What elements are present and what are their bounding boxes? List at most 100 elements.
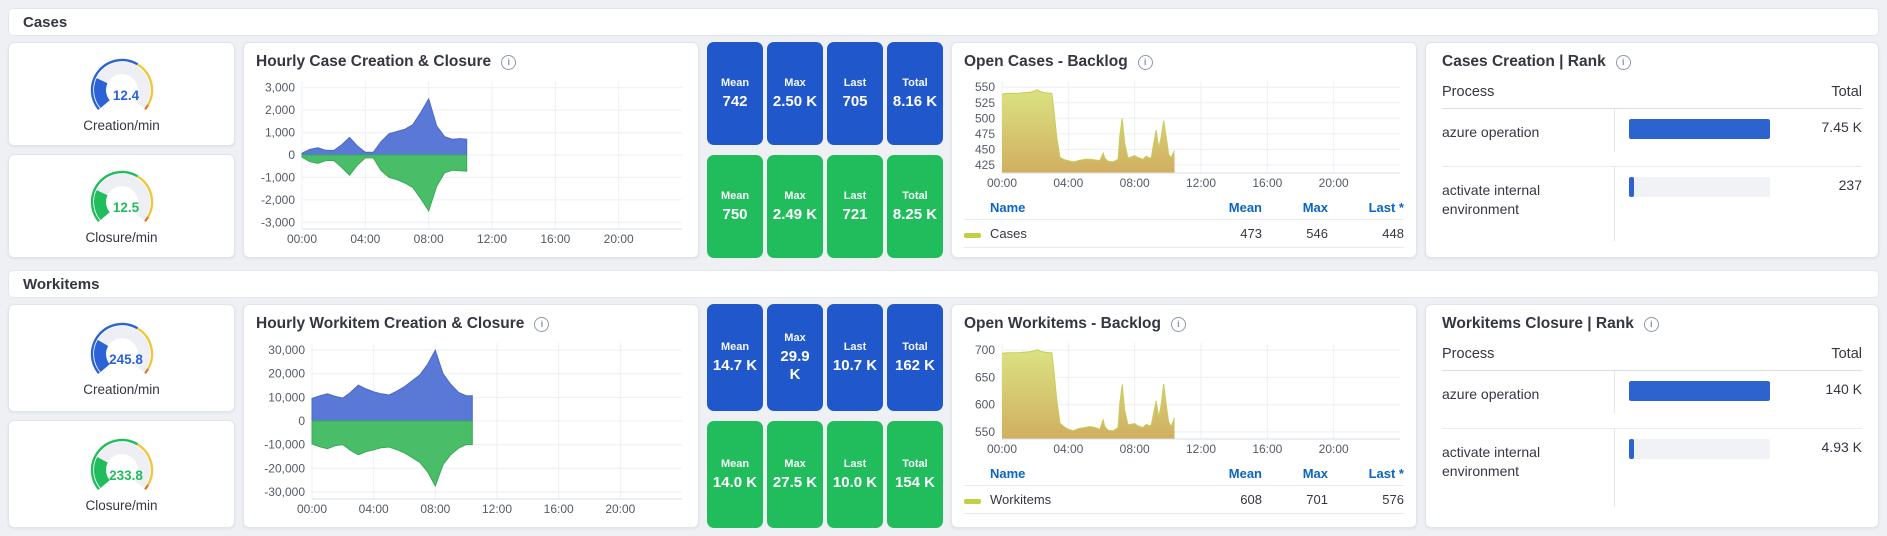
svg-text:0: 0 xyxy=(288,148,295,162)
legend-data-row: Workitems 608 701 576 xyxy=(964,485,1404,514)
cases-stat-tiles: Mean 742 Max 2.50 K Last 705 Total 8.16 … xyxy=(707,42,943,258)
info-icon[interactable]: i xyxy=(534,316,550,332)
process-name: azure operation xyxy=(1442,386,1540,402)
panel-hourly-workitems: Hourly Workitem Creation & Closure i 30,… xyxy=(243,304,699,528)
series-swatch xyxy=(964,233,981,238)
series-name: Workitems xyxy=(990,492,1052,507)
rank-header-row: Process Total xyxy=(1442,75,1862,109)
svg-text:00:00: 00:00 xyxy=(287,232,317,246)
workitems-row: 245.8 Creation/min 233.8 Closure/min Hou… xyxy=(8,304,1879,528)
hourly-workitems-chart[interactable]: 30,000 20,000 10,000 0 -10,000 -20,000 -30,000… xyxy=(256,337,686,517)
svg-text:12:00: 12:00 xyxy=(482,502,512,516)
svg-text:12.5: 12.5 xyxy=(112,200,139,215)
svg-text:3,000: 3,000 xyxy=(265,81,295,95)
svg-text:04:00: 04:00 xyxy=(1053,442,1083,456)
svg-text:0: 0 xyxy=(298,414,305,428)
rank-bar xyxy=(1629,438,1634,459)
rank-bar-track xyxy=(1629,438,1770,459)
info-icon[interactable]: i xyxy=(1137,54,1153,70)
section-header-workitems[interactable]: Workitems xyxy=(8,270,1879,298)
svg-text:16:00: 16:00 xyxy=(540,232,570,246)
stat-tile-creation-mean: Mean 742 xyxy=(707,42,763,145)
svg-text:700: 700 xyxy=(975,343,995,357)
legend-data-row: Cases 473 546 448 xyxy=(964,219,1404,248)
rank-bar xyxy=(1629,176,1634,197)
svg-text:2,000: 2,000 xyxy=(265,103,295,117)
section-header-cases[interactable]: Cases xyxy=(8,8,1879,36)
series-max: 546 xyxy=(1306,226,1328,241)
section-title-cases: Cases xyxy=(23,13,68,31)
cases-creation-gauge: 12.4 xyxy=(90,58,153,110)
panel-title: Hourly Workitem Creation & Closure i xyxy=(256,315,686,333)
svg-text:12:00: 12:00 xyxy=(477,232,507,246)
svg-text:550: 550 xyxy=(975,425,995,439)
open-workitems-backlog-chart[interactable]: 550 600 650 700 00:00 04:00 08:00 12:00 16:00 20:… xyxy=(964,337,1404,457)
panel-title-text: Hourly Case Creation & Closure xyxy=(256,53,492,70)
panel-title: Open Cases - Backlog i xyxy=(964,53,1404,71)
svg-text:00:00: 00:00 xyxy=(987,176,1017,190)
rank-total-value: 237 xyxy=(1838,176,1862,193)
col-total: Total xyxy=(1831,84,1862,100)
stat-tile-creation-last: Last 10.7 K xyxy=(827,304,883,411)
svg-text:16:00: 16:00 xyxy=(1252,442,1282,456)
panel-title-text: Hourly Workitem Creation & Closure xyxy=(256,315,525,332)
svg-text:08:00: 08:00 xyxy=(1120,442,1150,456)
cases-row: 12.4 Creation/min 12.5 Closure/min Hourl… xyxy=(8,42,1879,258)
series-mean: 473 xyxy=(1240,226,1262,241)
panel-hourly-cases: Hourly Case Creation & Closure i 3,000 2,… xyxy=(243,42,699,258)
backlog-legend-table: Name Mean Max Last * Workitems 608 701 5… xyxy=(964,463,1404,514)
gauge-label: Creation/min xyxy=(83,381,160,397)
svg-text:00:00: 00:00 xyxy=(987,442,1017,456)
workitems-stat-tiles: Mean 14.7 K Max 29.9 K Last 10.7 K Total… xyxy=(707,304,943,528)
stat-tile-creation-max: Max 2.50 K xyxy=(767,42,823,145)
legend-header-row: Name Mean Max Last * xyxy=(964,463,1404,485)
stat-tile-closure-total: Total 8.25 K xyxy=(887,155,943,258)
svg-text:-20,000: -20,000 xyxy=(264,461,305,475)
svg-text:12:00: 12:00 xyxy=(1186,176,1216,190)
panel-title-text: Open Workitems - Backlog xyxy=(964,315,1161,332)
col-total: Total xyxy=(1831,346,1862,362)
panel-cases-creation-gauge: 12.4 Creation/min xyxy=(8,42,235,146)
rank-bar-track xyxy=(1629,381,1770,401)
col-name[interactable]: Name xyxy=(990,200,1026,215)
series-mean: 608 xyxy=(1240,492,1262,507)
svg-text:04:00: 04:00 xyxy=(1053,176,1083,190)
svg-text:450: 450 xyxy=(975,142,995,156)
info-icon[interactable]: i xyxy=(1170,316,1186,332)
svg-text:425: 425 xyxy=(975,158,995,172)
info-icon[interactable]: i xyxy=(501,54,517,70)
col-process: Process xyxy=(1442,84,1495,100)
rank-bar-track xyxy=(1629,119,1770,139)
rank-row: activate internal environment 4.93 K xyxy=(1442,428,1862,507)
svg-text:04:00: 04:00 xyxy=(350,232,380,246)
svg-text:08:00: 08:00 xyxy=(414,232,444,246)
rank-bar xyxy=(1629,381,1770,401)
info-icon[interactable]: i xyxy=(1643,316,1659,332)
hourly-cases-chart[interactable]: 3,000 2,000 1,000 0 -1,000 -2,000 -3,000 00:00 0… xyxy=(256,75,686,247)
svg-text:20:00: 20:00 xyxy=(604,232,634,246)
col-mean[interactable]: Mean xyxy=(1228,466,1262,481)
col-mean[interactable]: Mean xyxy=(1228,200,1262,215)
rank-total-value: 4.93 K xyxy=(1821,438,1862,455)
col-max[interactable]: Max xyxy=(1302,466,1328,481)
panel-workitems-closure-rank: Workitems Closure | Rank i Process Total… xyxy=(1425,304,1879,528)
panel-open-workitems-backlog: Open Workitems - Backlog i 550 600 650 700 0… xyxy=(951,304,1417,528)
svg-text:20:00: 20:00 xyxy=(1319,176,1349,190)
svg-text:20:00: 20:00 xyxy=(1319,442,1349,456)
col-max[interactable]: Max xyxy=(1302,200,1328,215)
stat-tile-closure-last: Last 721 xyxy=(827,155,883,258)
section-title-workitems: Workitems xyxy=(23,275,100,293)
svg-text:16:00: 16:00 xyxy=(1252,176,1282,190)
svg-text:20,000: 20,000 xyxy=(268,367,305,381)
info-icon[interactable]: i xyxy=(1615,54,1631,70)
stat-tile-creation-mean: Mean 14.7 K xyxy=(707,304,763,411)
col-last[interactable]: Last * xyxy=(1368,200,1404,215)
col-last[interactable]: Last * xyxy=(1368,466,1404,481)
backlog-legend-table: Name Mean Max Last * Cases 473 546 448 xyxy=(964,197,1404,248)
svg-text:233.8: 233.8 xyxy=(109,468,143,483)
col-name[interactable]: Name xyxy=(990,466,1026,481)
series-swatch xyxy=(964,499,981,504)
cases-gauges-column: 12.4 Creation/min 12.5 Closure/min xyxy=(8,42,235,258)
